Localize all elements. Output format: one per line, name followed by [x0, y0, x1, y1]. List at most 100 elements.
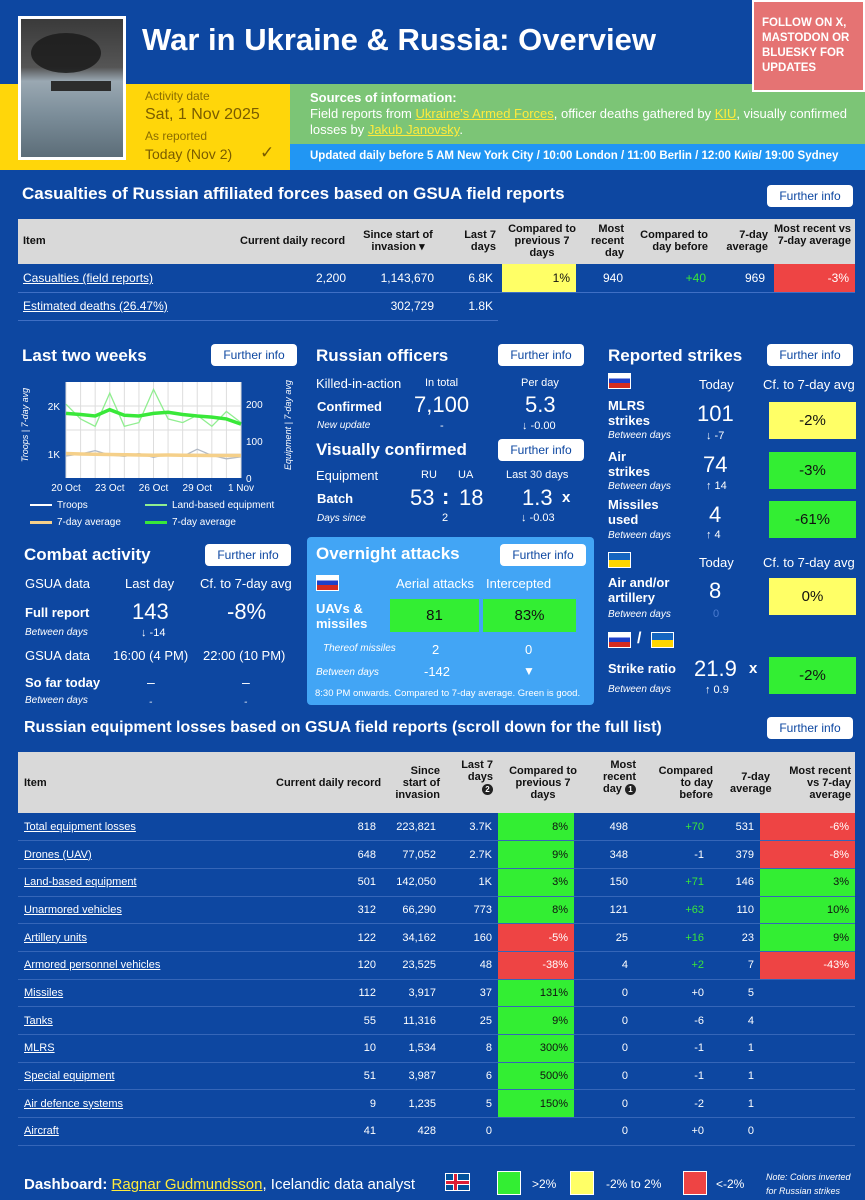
tick-label-x: 29 Oct [183, 483, 213, 494]
legend-red-swatch [683, 1171, 707, 1195]
tick-label-x: 20 Oct [51, 483, 81, 494]
officers-further-info-button[interactable]: Further info [498, 344, 584, 366]
visual-further-info-button[interactable]: Further info [498, 439, 584, 461]
equipment-header-row: Item Current daily record Since start of… [18, 752, 855, 813]
equipment-title: Russian equipment losses based on GSUA f… [24, 719, 662, 736]
ukraine-flag-icon [651, 632, 674, 648]
legend-yellow-swatch [570, 1171, 594, 1195]
strikes-title: Reported strikes [608, 346, 743, 365]
casualties-further-info-button[interactable]: Further info [767, 185, 853, 207]
legend-land: Land-based equipment [145, 500, 274, 511]
reported-value: Today (Nov 2) [145, 146, 233, 162]
series-line-3 [65, 407, 242, 426]
iceland-flag-icon [445, 1173, 470, 1191]
estimated-deaths-link[interactable]: Estimated deaths (26.47%) [23, 299, 168, 313]
equipment-further-info-button[interactable]: Further info [767, 717, 853, 739]
sort-icon: ▾ [419, 241, 425, 253]
activity-date: Sat, 1 Nov 2025 [145, 106, 260, 123]
link-armed-forces[interactable]: Ukraine's Armed Forces [415, 106, 554, 121]
equipment-item-link[interactable]: Tanks [24, 1014, 53, 1027]
activity-label: Activity date [145, 89, 210, 103]
tick-label-x: 23 Oct [95, 483, 125, 494]
link-janovsky[interactable]: Jakub Janovsky [367, 122, 460, 137]
chart-legend: Troops Land-based equipment 7-day averag… [30, 500, 290, 536]
author-link[interactable]: Ragnar Gudmundsson [111, 1176, 263, 1193]
table-row: Land-based equipment 501 142,050 1K 3% 150 +71… [18, 868, 855, 897]
legend-green-swatch [497, 1171, 521, 1195]
overnight-title: Overnight attacks [316, 544, 460, 563]
equipment-item-link[interactable]: Air defence systems [24, 1097, 124, 1110]
missiles-cf-cell [769, 501, 856, 538]
vsavg-cell [774, 264, 855, 292]
ylabel-left: Troops | 7-day avg [20, 387, 30, 463]
link-kiu[interactable]: KIU [714, 106, 737, 121]
info-badge-icon: 2 [482, 784, 493, 795]
russia-flag-icon [316, 575, 339, 591]
tick-label-right: 0 [246, 474, 252, 485]
visual-title: Visually confirmed [316, 440, 467, 459]
casualties-link[interactable]: Casualties (field reports) [23, 271, 154, 285]
series-line-1 [65, 387, 242, 428]
equipment-item-link[interactable]: Aircraft [24, 1125, 59, 1138]
table-row: Aircraft 41 428 0 0 +0 0 [18, 1117, 855, 1146]
equipment-item-link[interactable]: MLRS [24, 1042, 55, 1055]
sources-panel [290, 84, 865, 144]
ratio-cf-cell [769, 657, 856, 694]
tick-label-left: 2K [48, 402, 61, 413]
info-badge-icon: 1 [625, 784, 636, 795]
strikes-further-info-button[interactable]: Further info [767, 344, 853, 366]
table-row: MLRS 10 1,534 8 300% 0 -1 1 [18, 1034, 855, 1063]
two-weeks-title: Last two weeks [22, 346, 147, 365]
equipment-item-link[interactable]: Drones (UAV) [24, 848, 92, 861]
updated-bar [290, 144, 865, 170]
table-row: Unarmored vehicles 312 66,290 773 8% 121 +63 11… [18, 896, 855, 925]
tick-label-right: 200 [246, 400, 263, 411]
updated-text: Updated daily before 5 AM New York City … [310, 150, 839, 162]
mlrs-cf-cell [769, 402, 856, 439]
table-row: Drones (UAV) 648 77,052 2.7K 9% 348 -1 379 -8% [18, 840, 855, 869]
equipment-item-link[interactable]: Armored personnel vehicles [24, 959, 161, 972]
cmp7-cell [502, 264, 576, 292]
equipment-item-link[interactable]: Missiles [24, 986, 64, 999]
two-weeks-chart: 2K 1K 200 100 0 20 Oct 23 Oct 26 Oct 29 Oct 1 Nov [48, 382, 263, 494]
combat-title: Combat activity [24, 545, 151, 564]
equipment-item-link[interactable]: Total equipment losses [24, 820, 136, 833]
equipment-item-link[interactable]: Special equipment [24, 1070, 115, 1083]
air-cf-cell [769, 452, 856, 489]
tick-label-x: 26 Oct [139, 483, 169, 494]
table-row: Estimated deaths (26.47%) 302,729 1.8K [23, 299, 493, 313]
footer-note: Note: Colors inverted for Russian strike… [766, 1172, 851, 1196]
hero-photo [18, 16, 126, 160]
table-row: Armored personnel vehicles 120 23,525 48 -38… [18, 951, 855, 980]
sources-title: Sources of information: [310, 90, 457, 105]
table-row: Casualties (field reports) 2,200 1,143,6… [18, 264, 855, 292]
intercepted-cell [483, 599, 576, 632]
officers-title: Russian officers [316, 346, 449, 365]
check-icon: ✓ [260, 143, 275, 162]
table-row: Tanks 55 11,316 25 9% 0 -6 4 [18, 1006, 855, 1035]
legend-land-avg: 7-day average [145, 517, 236, 528]
tick-label-right: 100 [246, 437, 263, 448]
table-row: Artillery units 122 34,162 160 -5% 25 +16 23 9% [18, 923, 855, 952]
table-row: Air defence systems 9 1,235 5 150% 0 -2 1 [18, 1089, 855, 1119]
equipment-item-link[interactable]: Unarmored vehicles [24, 903, 122, 916]
equipment-item-link[interactable]: Artillery units [24, 931, 87, 944]
equipment-item-link[interactable]: Land-based equipment [24, 876, 137, 889]
legend-troops: Troops [30, 500, 88, 511]
attacks-cell [390, 599, 479, 632]
sources-text: Field reports from Ukraine's Armed Force… [310, 106, 847, 137]
casualties-header-row: Item Current daily record Since start of… [18, 219, 855, 264]
art-cf-cell [769, 578, 856, 615]
equipment-table: Total equipment losses 818 223,821 3.7K 8% 49… [18, 813, 855, 1146]
casualties-title: Casualties of Russian affiliated forces … [22, 184, 565, 203]
reported-label: As reported [145, 129, 208, 143]
table-row: Total equipment losses 818 223,821 3.7K 8% 49… [18, 813, 855, 842]
two-weeks-further-info-button[interactable]: Further info [211, 344, 297, 366]
follow-banner[interactable]: FOLLOW ON X, MASTODON OR BLUESKY FOR UPD… [752, 0, 865, 92]
table-row: Missiles 112 3,917 37 131% 0 +0 5 [18, 979, 855, 1008]
header-banner [0, 0, 865, 84]
combat-further-info-button[interactable]: Further info [205, 544, 291, 566]
tick-label-left: 1K [48, 450, 61, 461]
tick-label-x: 1 Nov [228, 483, 254, 494]
overnight-further-info-button[interactable]: Further info [500, 544, 586, 566]
